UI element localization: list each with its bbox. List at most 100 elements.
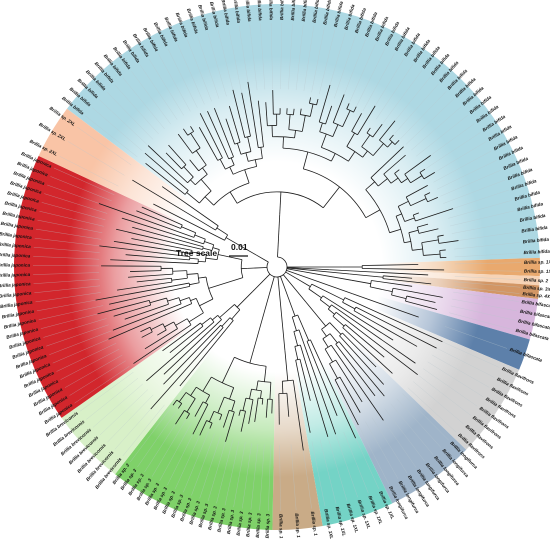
tree-branch bbox=[404, 173, 411, 184]
tree-branch bbox=[236, 143, 242, 155]
tree-branch bbox=[175, 410, 185, 425]
tree-branch bbox=[149, 297, 167, 304]
leaf-guide bbox=[453, 286, 520, 294]
leaf-label: Brillia bifida bbox=[232, 0, 241, 24]
tree-branch bbox=[322, 186, 340, 209]
tree-branch bbox=[245, 152, 249, 162]
leaf-guide bbox=[279, 444, 281, 511]
tree-branch bbox=[186, 192, 200, 204]
tree-branch bbox=[300, 114, 311, 117]
tree-branch bbox=[280, 276, 293, 310]
tree-branch bbox=[277, 214, 281, 258]
leaf-guide bbox=[167, 48, 198, 108]
tree-branch bbox=[413, 212, 420, 216]
tree-branch bbox=[238, 409, 241, 416]
tree-branch bbox=[208, 277, 243, 289]
tree-branch bbox=[322, 338, 329, 348]
tree-branch bbox=[357, 105, 376, 136]
tree-branch bbox=[109, 285, 190, 305]
tree-branch bbox=[198, 260, 206, 263]
tree-branch bbox=[233, 166, 257, 175]
tree-branch bbox=[353, 106, 357, 113]
tree-branch bbox=[269, 382, 272, 400]
tree-branch bbox=[322, 295, 394, 341]
tree-branch bbox=[309, 103, 314, 117]
tree-scale: Tree scale 0.01 bbox=[176, 242, 248, 258]
leaf-guide bbox=[341, 39, 366, 102]
tree-branch bbox=[281, 381, 284, 394]
tree-branch bbox=[423, 172, 436, 180]
tree-branch bbox=[383, 275, 413, 279]
tree-branch bbox=[406, 185, 428, 198]
tree-branch bbox=[439, 249, 446, 251]
leaf-label: Brillia bifida bbox=[268, 0, 274, 21]
leaf-guide bbox=[183, 431, 209, 493]
leaf-guide bbox=[39, 211, 104, 227]
tree-branch bbox=[166, 297, 169, 305]
tree-branch bbox=[210, 317, 215, 323]
leaf-guide bbox=[348, 43, 376, 105]
tree-branch bbox=[132, 179, 216, 231]
tree-branch bbox=[202, 401, 209, 405]
leaf-guide bbox=[67, 141, 125, 176]
tree-branch bbox=[254, 397, 259, 422]
tree-branch bbox=[99, 245, 190, 258]
tree-branch bbox=[195, 150, 207, 166]
tree-branch bbox=[294, 346, 299, 360]
tree-branch bbox=[301, 115, 306, 132]
leaf-guide bbox=[33, 272, 100, 275]
tree-branch bbox=[183, 166, 194, 178]
tree-branch bbox=[253, 276, 275, 350]
leaf-guide bbox=[303, 25, 314, 92]
tree-branch bbox=[202, 247, 213, 251]
leaf-label: Brillia sp. 3 bbox=[245, 512, 253, 537]
tree-branch bbox=[150, 327, 224, 410]
leaf-label: Brillia sp. 1XL bbox=[524, 259, 550, 265]
tree-branch bbox=[321, 146, 349, 162]
tree-branch bbox=[201, 317, 211, 325]
leaf-guide bbox=[448, 200, 512, 219]
leaf-guide bbox=[187, 39, 212, 102]
tree-branch bbox=[284, 350, 289, 381]
tree-branch bbox=[146, 321, 215, 382]
leaf-guide bbox=[371, 417, 408, 474]
leaf-guide bbox=[319, 29, 336, 95]
tree-branch bbox=[395, 213, 402, 217]
leaf-label: Brillia bifascata bbox=[521, 299, 550, 309]
tree-branch bbox=[192, 404, 209, 435]
tree-branch bbox=[169, 325, 204, 353]
tree-branch bbox=[351, 113, 362, 132]
tree-branch bbox=[332, 94, 345, 123]
tree-branch bbox=[288, 114, 291, 130]
tree-branch bbox=[405, 295, 408, 302]
tree-branch bbox=[342, 324, 346, 328]
leaf-guide bbox=[224, 440, 240, 506]
tree-branch bbox=[394, 169, 400, 174]
tree-branch bbox=[299, 344, 329, 438]
tree-branch bbox=[229, 387, 235, 400]
leaf-guide bbox=[167, 425, 198, 486]
leaf-guide bbox=[151, 419, 186, 477]
tree-branch bbox=[257, 100, 264, 147]
tree-branch bbox=[116, 228, 203, 250]
tree-branch bbox=[183, 128, 189, 136]
tree-branch bbox=[136, 210, 181, 229]
tree-branch bbox=[404, 155, 431, 175]
leaf-label: Brillia bifida bbox=[221, 0, 231, 26]
tree-branch bbox=[404, 217, 415, 222]
leaf-label: Brillia sp. 1 bbox=[278, 514, 283, 539]
tree-branch bbox=[248, 399, 254, 424]
leaf-guide bbox=[249, 24, 258, 91]
tree-branch bbox=[189, 159, 199, 172]
leaf-guide bbox=[450, 210, 515, 227]
tree-branch bbox=[390, 177, 399, 184]
tree-branch bbox=[190, 297, 197, 301]
tree-branch bbox=[177, 133, 193, 154]
tree-branch bbox=[216, 227, 228, 236]
tree-branch bbox=[285, 271, 296, 279]
tree-branch bbox=[437, 234, 444, 237]
leaf-guide bbox=[69, 360, 126, 396]
tree-branch bbox=[165, 152, 182, 170]
leaf-guide bbox=[369, 58, 405, 116]
tree-branch bbox=[415, 208, 454, 222]
